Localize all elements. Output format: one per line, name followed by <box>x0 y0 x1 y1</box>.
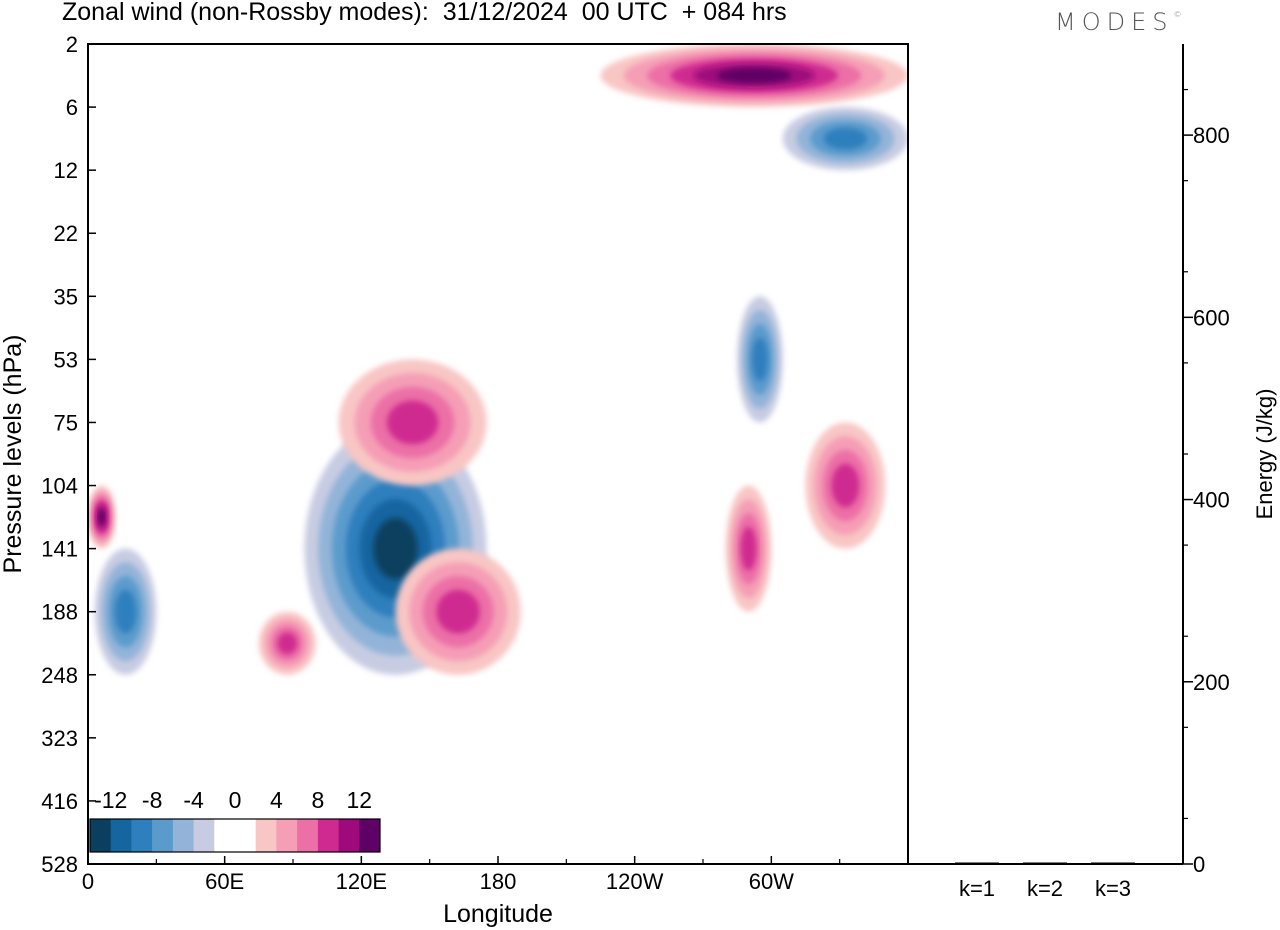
y-tick-label: 141 <box>41 537 78 562</box>
colorbar: -12 -8 -4 0 4 8 12 <box>89 787 381 853</box>
y-tick-label: 75 <box>54 410 78 435</box>
colorbar-swatch <box>255 819 277 852</box>
wind-field <box>88 44 908 675</box>
wind-feature <box>600 44 908 108</box>
energy-tick-label: 600 <box>1193 305 1230 330</box>
x-tick-label: 0 <box>82 869 94 894</box>
energy-tick-label: 200 <box>1193 670 1230 695</box>
wind-feature <box>725 485 772 612</box>
energy-category-label: k=1 <box>959 876 995 901</box>
x-axis-label: Longitude <box>443 900 553 928</box>
energy-tick-label: 0 <box>1193 852 1205 877</box>
energy-bar <box>1023 862 1067 864</box>
wind-contour <box>114 589 137 634</box>
colorbar-swatch <box>317 819 339 852</box>
wind-feature <box>782 107 908 171</box>
energy-category-label: k=2 <box>1027 876 1063 901</box>
wind-contour <box>373 518 418 580</box>
chart-title: Zonal wind (non-Rossby modes): 31/12/202… <box>62 0 787 26</box>
colorbar-swatch <box>235 819 257 852</box>
wind-contour <box>98 509 105 525</box>
colorbar-frame <box>89 818 381 853</box>
wind-feature <box>338 359 487 486</box>
y-tick-label: 6 <box>66 95 78 120</box>
colorbar-label: 8 <box>311 787 324 813</box>
energy-category-label: k=3 <box>1095 876 1131 901</box>
colorbar-swatch <box>297 819 319 852</box>
brand-logo: MODES© <box>1055 8 1181 36</box>
y-tick-label: 323 <box>41 726 78 751</box>
y-tick-label: 248 <box>41 663 78 688</box>
wind-feature <box>737 296 783 423</box>
wind-contour <box>823 127 868 150</box>
y-tick-label: 35 <box>54 284 78 309</box>
colorbar-label: 12 <box>346 787 372 813</box>
wind-feature <box>805 422 886 549</box>
x-tick-label: 120E <box>336 869 387 894</box>
energy-panel: 0 200 400 600 800 Energy (J/kg) k=1 k=2 k=3 <box>908 44 1277 901</box>
plot-border <box>87 43 909 865</box>
colorbar-swatch <box>338 819 360 852</box>
colorbar-swatch <box>214 819 236 852</box>
y-tick-label: 2 <box>66 32 78 57</box>
wind-contour <box>386 400 439 445</box>
x-axis: 0 60E 120E 180 120W 60W Longitude <box>82 856 841 928</box>
x-tick-label: 180 <box>480 869 517 894</box>
energy-axis-label: Energy (J/kg) <box>1252 389 1277 520</box>
y-tick-label: 53 <box>54 347 78 372</box>
wind-feature <box>88 485 116 549</box>
colorbar-label: -12 <box>94 787 127 813</box>
x-tick-label: 120W <box>606 869 664 894</box>
heatmap-frame <box>87 43 909 865</box>
x-tick-label: 60W <box>749 869 794 894</box>
colorbar-swatch <box>359 819 381 852</box>
brand-mark: © <box>1173 10 1182 19</box>
wind-feature <box>395 548 521 675</box>
energy-bar <box>1091 862 1135 864</box>
colorbar-swatch <box>152 819 174 852</box>
colorbar-swatch <box>110 819 132 852</box>
wind-contour <box>436 589 480 634</box>
colorbar-swatch <box>172 819 194 852</box>
colorbar-swatch <box>193 819 215 852</box>
y-tick-label: 416 <box>41 789 78 814</box>
y-tick-label: 188 <box>41 600 78 625</box>
wind-contour <box>716 67 792 84</box>
colorbar-label: -4 <box>183 787 204 813</box>
y-tick-label: 104 <box>41 474 78 499</box>
y-tick-label: 528 <box>41 852 78 877</box>
y-tick-label: 22 <box>54 221 78 246</box>
wind-contour <box>752 337 768 382</box>
energy-bar <box>955 862 999 864</box>
wind-contour <box>740 526 757 571</box>
colorbar-swatch <box>131 819 153 852</box>
colorbar-swatch <box>90 819 112 852</box>
colorbar-label: 0 <box>229 787 242 813</box>
wind-feature <box>258 611 316 675</box>
colorbar-label: -8 <box>142 787 162 813</box>
wind-feature <box>94 548 157 675</box>
x-tick-label: 60E <box>205 869 244 894</box>
colorbar-swatch <box>276 819 298 852</box>
colorbar-label: 4 <box>270 787 283 813</box>
y-axis: 2 6 12 22 35 53 75 104 141 188 248 323 416 528 Pressur… <box>0 32 96 877</box>
y-axis-label: Pressure levels (hPa) <box>0 335 27 574</box>
brand-name: MODES <box>1055 8 1174 36</box>
wind-contour <box>277 632 298 655</box>
energy-tick-label: 800 <box>1193 123 1230 148</box>
energy-tick-label: 400 <box>1193 488 1230 513</box>
y-tick-label: 12 <box>54 158 78 183</box>
wind-contour <box>831 463 860 508</box>
